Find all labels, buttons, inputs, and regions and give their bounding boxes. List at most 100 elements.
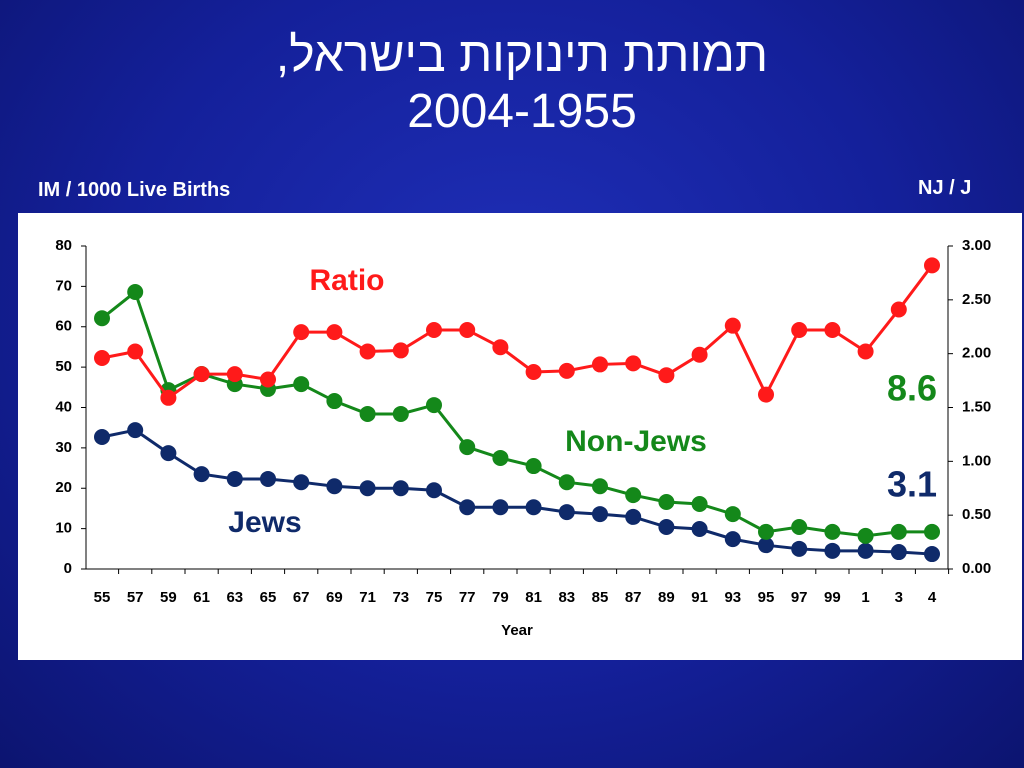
- data-point: [625, 355, 642, 372]
- y2-tick-label: 2.00: [962, 345, 991, 362]
- data-point: [426, 321, 442, 338]
- x-tick-label: 67: [293, 589, 310, 606]
- data-point: [326, 478, 343, 495]
- data-point: [857, 542, 874, 559]
- data-point: [392, 405, 409, 422]
- x-tick-label: 91: [691, 589, 708, 606]
- x-tick-label: 73: [392, 589, 409, 606]
- data-point: [691, 495, 708, 512]
- y2-tick-label: 2.50: [962, 291, 991, 308]
- data-point: [359, 405, 376, 422]
- y-tick-label: 70: [55, 277, 72, 294]
- data-point: [426, 482, 442, 499]
- x-tick-label: 79: [492, 589, 509, 606]
- x-tick-label: 83: [558, 589, 575, 606]
- data-point: [592, 478, 608, 495]
- data-point: [193, 366, 210, 383]
- x-tick-label: 81: [525, 589, 542, 606]
- x-tick-label: 57: [127, 589, 144, 606]
- data-point: [459, 321, 476, 338]
- y-tick-label: 30: [55, 439, 72, 456]
- y-tick-label: 60: [55, 318, 72, 335]
- data-point: [359, 480, 376, 497]
- y-tick-label: 40: [55, 398, 72, 415]
- data-point: [890, 523, 907, 540]
- slide-title: תמותת תינוקות בישראל, 2004-1955: [275, 29, 769, 138]
- data-point: [293, 376, 310, 393]
- series-label: Non-Jews: [565, 425, 707, 458]
- data-point: [724, 531, 741, 548]
- data-point: [824, 542, 841, 559]
- data-point: [160, 445, 177, 462]
- data-point: [558, 362, 575, 379]
- x-tick-label: 71: [359, 589, 376, 606]
- y-tick-label: 0: [64, 560, 72, 577]
- data-point: [260, 470, 276, 487]
- data-point: [791, 519, 808, 536]
- x-axis-label: Year: [501, 622, 533, 639]
- data-point: [226, 470, 243, 487]
- data-point: [758, 386, 774, 403]
- series-label: Jews: [228, 506, 301, 539]
- y2-tick-label: 1.00: [962, 452, 991, 469]
- data-point: [724, 506, 741, 523]
- data-point: [558, 504, 575, 521]
- data-point: [127, 284, 144, 301]
- data-point: [260, 371, 276, 388]
- data-point: [824, 523, 841, 540]
- data-point: [824, 321, 841, 338]
- data-point: [724, 317, 741, 334]
- y2-tick-label: 1.50: [962, 398, 991, 415]
- data-point: [127, 343, 144, 360]
- data-point: [459, 499, 476, 516]
- data-point: [625, 487, 642, 504]
- x-tick-label: 1: [861, 589, 869, 606]
- y2-axis-label: NJ / J: [918, 177, 972, 199]
- y-tick-label: 10: [55, 520, 72, 537]
- x-tick-label: 77: [459, 589, 476, 606]
- data-point: [924, 523, 940, 540]
- data-point: [293, 474, 310, 491]
- data-point: [359, 343, 376, 360]
- data-point: [890, 301, 907, 318]
- data-point: [326, 324, 343, 341]
- data-point: [94, 349, 110, 366]
- data-point: [392, 480, 409, 497]
- data-point: [160, 389, 177, 406]
- data-point: [857, 343, 874, 360]
- data-point: [492, 499, 509, 516]
- data-point: [94, 310, 110, 327]
- y-tick-label: 20: [55, 479, 72, 496]
- y-tick-label: 50: [55, 358, 72, 375]
- data-point: [758, 523, 774, 540]
- data-point: [392, 342, 409, 359]
- data-point: [758, 537, 774, 554]
- y-tick-label: 80: [55, 237, 72, 254]
- x-tick-label: 65: [260, 589, 277, 606]
- data-point: [592, 356, 608, 373]
- data-point: [326, 393, 343, 410]
- data-point: [691, 346, 708, 363]
- data-point: [791, 321, 808, 338]
- data-point: [924, 546, 940, 563]
- data-point: [459, 439, 476, 456]
- data-point: [94, 428, 110, 445]
- data-point: [791, 540, 808, 557]
- data-point: [525, 499, 542, 516]
- x-tick-label: 63: [226, 589, 243, 606]
- data-point: [890, 544, 907, 561]
- x-tick-label: 75: [426, 589, 443, 606]
- data-point: [293, 324, 310, 341]
- annotation: 8.6: [887, 368, 937, 409]
- data-point: [592, 506, 608, 523]
- x-tick-label: 89: [658, 589, 675, 606]
- y2-tick-label: 0.50: [962, 506, 991, 523]
- data-point: [426, 397, 442, 414]
- x-tick-label: 4: [928, 589, 937, 606]
- x-tick-label: 99: [824, 589, 841, 606]
- x-tick-label: 87: [625, 589, 642, 606]
- data-point: [492, 449, 509, 466]
- data-point: [127, 422, 144, 439]
- x-tick-label: 3: [895, 589, 903, 606]
